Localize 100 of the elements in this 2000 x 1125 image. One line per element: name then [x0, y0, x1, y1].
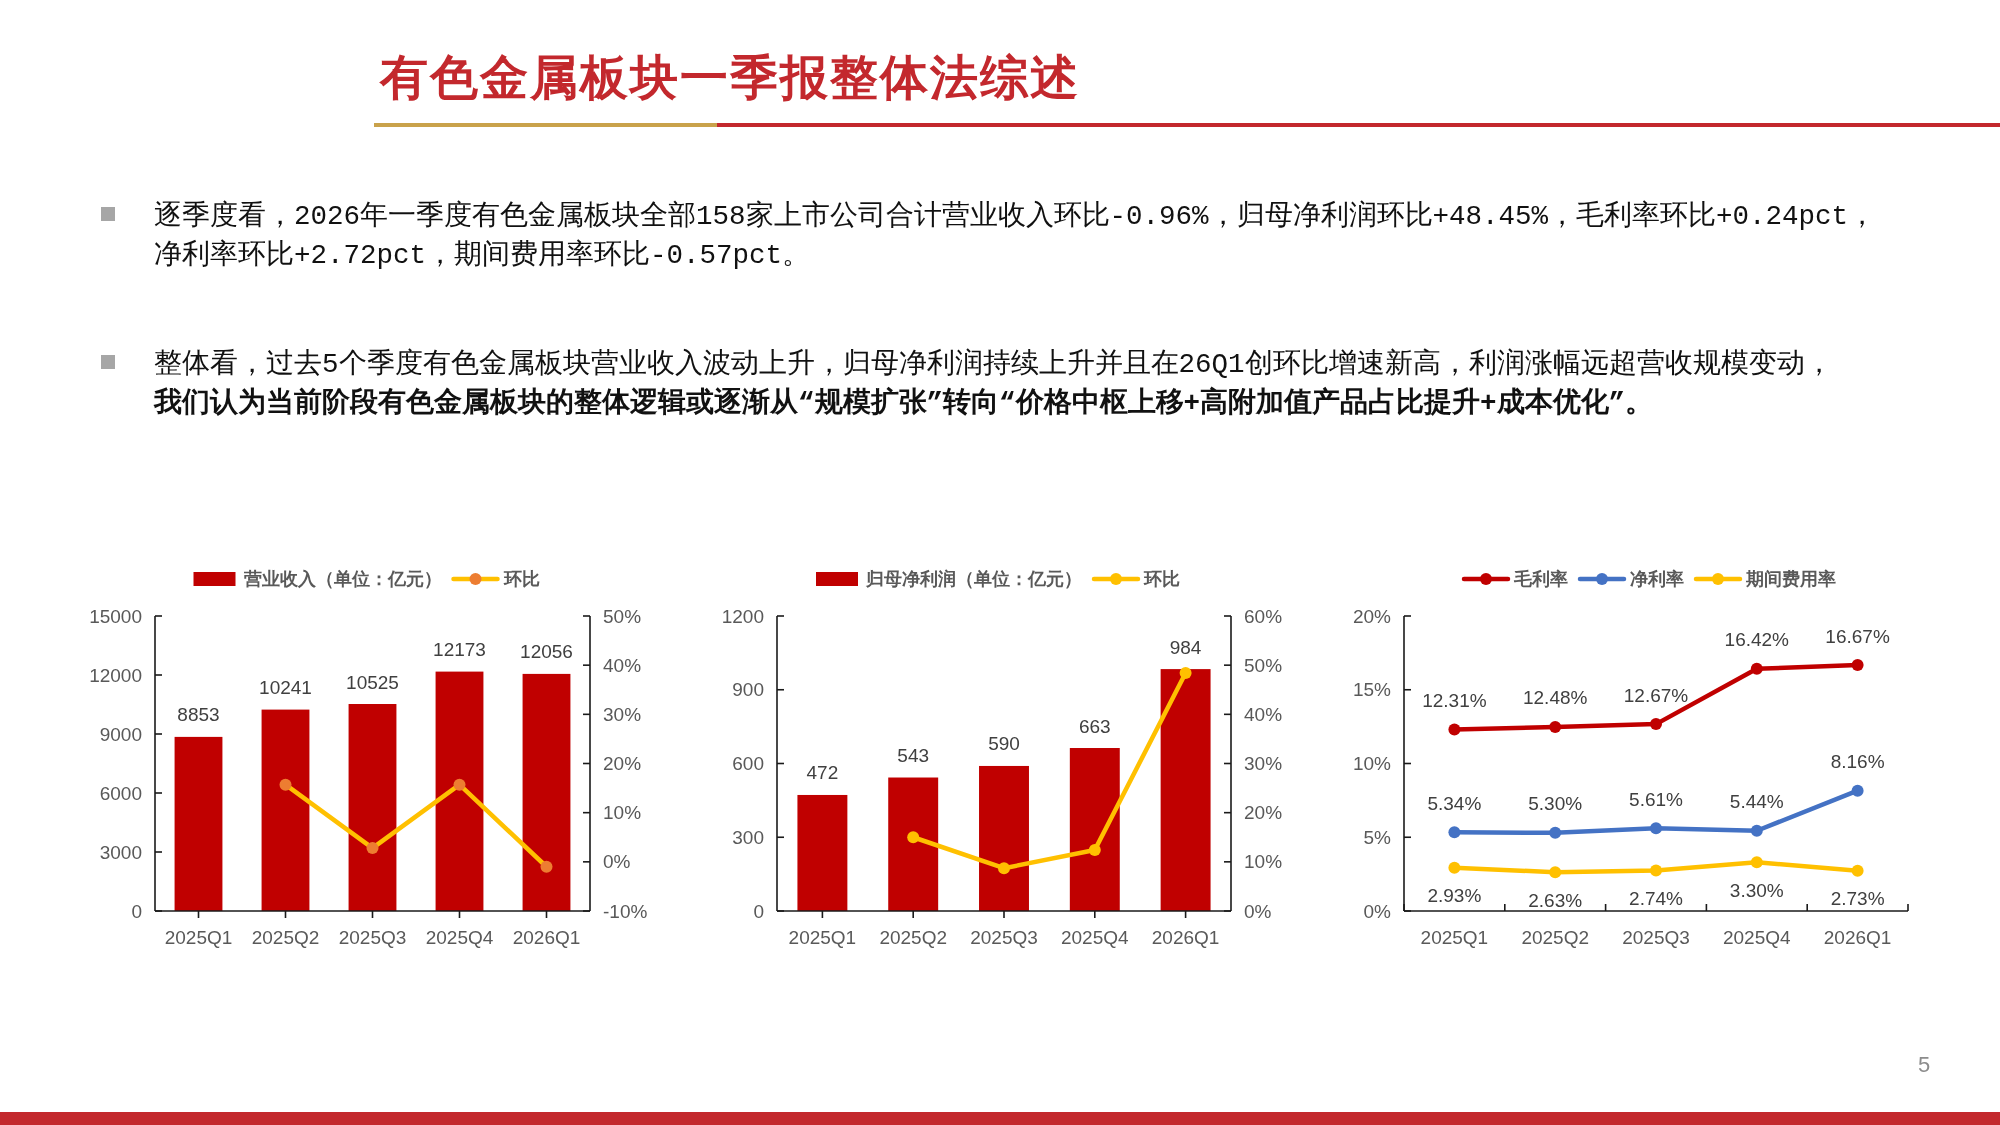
y-tick-label: 900 — [732, 679, 764, 701]
legend-label: 归母净利润（单位：亿元） — [865, 569, 1082, 589]
data-label: 8.16% — [1830, 751, 1885, 773]
point — [907, 831, 920, 844]
bar — [888, 777, 939, 911]
legend-label: 环比 — [502, 569, 540, 589]
bar — [979, 765, 1029, 911]
point — [366, 842, 379, 855]
x-tick-label: 2025Q3 — [970, 926, 1038, 948]
point — [1650, 822, 1662, 835]
y2-tick-label: 0% — [1244, 900, 1272, 922]
point — [279, 778, 292, 791]
bar — [261, 709, 310, 911]
x-tick-label: 2026Q1 — [1823, 926, 1892, 948]
y-tick-label: 15% — [1352, 679, 1392, 701]
legend-label: 毛利率 — [1513, 569, 1568, 589]
legend-label: 环比 — [1143, 569, 1180, 589]
x-tick-label: 2025Q4 — [1060, 926, 1130, 948]
data-label: 12.31% — [1422, 689, 1487, 711]
x-tick-label: 2025Q1 — [164, 926, 233, 948]
bar — [348, 704, 397, 911]
x-tick-label: 2026Q1 — [1151, 926, 1220, 948]
point — [540, 860, 553, 873]
x-tick-label: 2025Q3 — [338, 926, 407, 948]
x-tick-label: 2025Q1 — [788, 926, 857, 948]
point — [453, 778, 466, 791]
y-tick-label: 12000 — [89, 664, 142, 686]
data-label: 12056 — [520, 641, 573, 663]
data-label: 543 — [897, 745, 930, 767]
bar — [522, 673, 571, 911]
x-tick-label: 2025Q4 — [425, 926, 494, 948]
point — [1549, 826, 1562, 839]
text: 整体看，过去5个季度有色金属板块营业收入波动上升，归母净利润持续上升并且在26Q1创环比增速新高，利润涨幅远超营收规模变动， — [154, 347, 1834, 382]
data-label: 2.74% — [1629, 888, 1684, 910]
point — [1851, 784, 1864, 797]
x-tick-label: 2025Q2 — [251, 926, 320, 948]
y-tick-label: 0 — [753, 900, 764, 922]
y2-tick-label: 30% — [603, 703, 642, 725]
y2-tick-label: 30% — [1244, 753, 1283, 774]
bar — [174, 736, 223, 911]
y2-tick-label: 60% — [1244, 605, 1283, 627]
data-label: 472 — [806, 762, 839, 784]
data-label: 5.30% — [1528, 793, 1583, 815]
point — [1851, 659, 1864, 672]
point — [1448, 723, 1461, 736]
y2-tick-label: 10% — [1244, 851, 1283, 873]
data-label: 3.30% — [1729, 879, 1784, 901]
y-tick-label: 1200 — [721, 605, 764, 627]
y2-tick-label: 20% — [1244, 802, 1283, 824]
x-tick-label: 2025Q3 — [1622, 926, 1690, 948]
x-tick-label: 2025Q2 — [1521, 926, 1590, 948]
y-tick-label: 5% — [1363, 826, 1392, 848]
point — [1549, 720, 1562, 733]
point — [1851, 864, 1864, 877]
y-tick-label: 6000 — [99, 782, 142, 804]
data-label: 5.44% — [1729, 791, 1784, 813]
y2-tick-label: 50% — [603, 605, 642, 627]
y-tick-label: 10% — [1352, 753, 1392, 774]
legend-label: 净利率 — [1630, 569, 1684, 589]
y2-tick-label: 40% — [603, 654, 642, 676]
point — [1750, 856, 1763, 869]
data-label: 5.61% — [1629, 788, 1684, 810]
x-tick-label: 2025Q2 — [879, 926, 948, 948]
data-label: 8853 — [177, 704, 220, 726]
legend-label: 营业收入（单位：亿元） — [242, 569, 442, 589]
data-label: 16.42% — [1724, 629, 1790, 651]
data-label: 2.63% — [1528, 889, 1583, 911]
data-label: 12.48% — [1522, 687, 1588, 709]
data-label: 984 — [1169, 636, 1202, 658]
x-tick-label: 2026Q1 — [512, 926, 581, 948]
point — [998, 862, 1010, 875]
text: 5 — [1918, 1051, 1931, 1079]
y-tick-label: 300 — [732, 826, 764, 848]
data-label: 590 — [988, 733, 1020, 755]
point — [1179, 667, 1192, 680]
y-tick-label: 15000 — [89, 605, 142, 627]
y2-tick-label: 20% — [603, 753, 642, 774]
text: 有色金属板块一季报整体法综述 — [380, 48, 1080, 106]
data-label: 2.73% — [1830, 888, 1885, 910]
text: 逐季度看，2026年一季度有色金属板块全部158家上市公司合计营业收入环比-0.96%，归母净利润环比+48.45%，毛利率环比+0.24pct，净利率环比+2.72pct，期间费用率环比-0.57pct。 — [154, 199, 1878, 273]
point — [1549, 866, 1562, 879]
data-label: 663 — [1078, 715, 1111, 737]
y2-tick-label: 50% — [1244, 654, 1283, 676]
y-tick-label: 3000 — [99, 841, 142, 863]
y-tick-label: 9000 — [99, 723, 142, 745]
data-label: 10525 — [346, 671, 399, 693]
point — [1750, 824, 1763, 837]
bar — [1160, 669, 1211, 911]
data-label: 2.93% — [1427, 885, 1482, 907]
data-label: 12173 — [433, 639, 486, 661]
y-tick-label: 0 — [131, 900, 142, 922]
point — [1448, 861, 1461, 874]
y-tick-label: 0% — [1363, 900, 1392, 922]
y2-tick-label: 40% — [1244, 703, 1283, 725]
data-label: 10241 — [259, 677, 312, 699]
x-tick-label: 2025Q4 — [1722, 926, 1792, 948]
point — [1650, 864, 1662, 877]
bar — [1069, 748, 1120, 911]
point — [1650, 718, 1662, 731]
y-tick-label: 20% — [1352, 605, 1392, 627]
